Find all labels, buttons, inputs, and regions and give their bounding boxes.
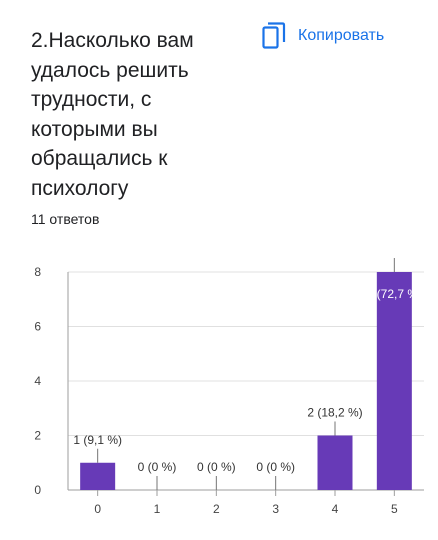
- chart-svg: 0 2 4 6 8 1 (9,1 %) 0 0 (0 %) 1 0 (0 %) 2 0 (0 %) 3 2…: [34, 258, 424, 516]
- x-tick-label: 3: [272, 502, 279, 516]
- question-title: 2.Насколько вам удалось решить трудности…: [31, 29, 194, 200]
- bar: [376, 272, 412, 490]
- copy-icon: [262, 22, 286, 49]
- x-tick-label: 4: [332, 502, 339, 516]
- data-label: 1 (9,1 %): [73, 433, 122, 447]
- y-tick-label: 6: [34, 320, 41, 334]
- y-tick-label: 0: [34, 483, 41, 497]
- bar-chart: 0 2 4 6 8 1 (9,1 %) 0 0 (0 %) 1 0 (0 %) 2 0 (0 %) 3 2…: [0, 248, 438, 533]
- x-tick-label: 1: [154, 502, 161, 516]
- data-label: 0 (0 %): [138, 460, 177, 474]
- x-tick-label: 5: [391, 502, 398, 516]
- bar: [317, 435, 353, 490]
- x-tick-label: 2: [213, 502, 220, 516]
- x-tick-label: 0: [94, 502, 101, 516]
- data-label: 0 (0 %): [197, 460, 236, 474]
- y-tick-label: 4: [34, 374, 41, 388]
- data-label: 8 (72,7 %): [367, 287, 422, 301]
- data-label: 0 (0 %): [256, 460, 295, 474]
- response-count: 11 ответов: [31, 211, 100, 227]
- data-label: 2 (18,2 %): [307, 406, 362, 420]
- bar: [80, 462, 116, 490]
- copy-button-label: Копировать: [298, 27, 385, 44]
- copy-button[interactable]: Копировать: [262, 22, 384, 50]
- y-tick-label: 2: [34, 429, 41, 443]
- y-tick-label: 8: [34, 265, 41, 279]
